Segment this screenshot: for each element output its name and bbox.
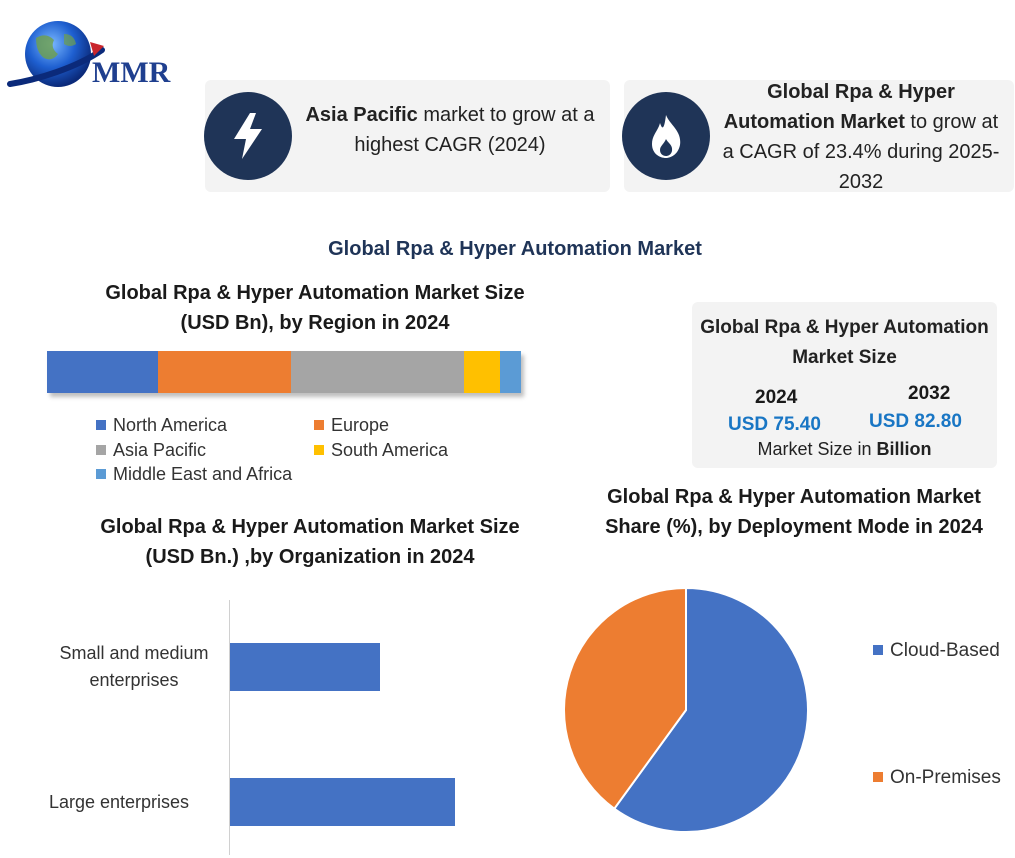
legend-label: Europe — [331, 415, 390, 435]
organization-chart-title: Global Rpa & Hyper Automation Market Siz… — [100, 516, 520, 568]
main-title: Global Rpa & Hyper Automation Market — [328, 238, 702, 260]
organization-bar — [230, 643, 380, 691]
region-bar-segment-0 — [47, 351, 158, 393]
organization-category-label: Small and medium enterprises — [59, 643, 209, 690]
legend-label: Cloud-Based — [890, 640, 1000, 661]
mmr-logo — [7, 21, 105, 87]
card-text: Asia Pacific market to grow at a highest… — [305, 104, 595, 156]
legend-label: Asia Pacific — [113, 440, 207, 460]
logo-text: MMR — [92, 56, 171, 89]
region-legend-item: North America — [96, 415, 227, 436]
deployment-legend-item: On-Premises — [873, 767, 1001, 789]
legend-label: Middle East and Africa — [113, 464, 293, 484]
pie-slice-cloud-based — [612, 586, 809, 833]
pie-slice-on-premises — [563, 586, 687, 811]
region-bar-segment-3 — [464, 351, 501, 393]
info-card-cagr: Global Rpa & Hyper Automation Market to … — [622, 80, 1014, 193]
region-bar-segment-1 — [157, 351, 292, 393]
legend-swatch — [314, 445, 324, 455]
legend-swatch — [873, 772, 883, 782]
value-2032: USD 82.80 — [869, 411, 962, 432]
legend-label: South America — [331, 440, 449, 460]
region-legend-item: South America — [314, 440, 448, 461]
region-chart-title: Global Rpa & Hyper Automation Market Siz… — [105, 282, 525, 334]
region-bar-segment-2 — [291, 351, 465, 393]
card-text: Global Rpa & Hyper Automation Market to … — [722, 81, 1000, 193]
lightning-icon — [204, 92, 292, 180]
size-box-title: Global Rpa & Hyper Automation Market Siz… — [700, 317, 989, 368]
legend-swatch — [96, 469, 106, 479]
legend-swatch — [96, 445, 106, 455]
market-size-box: Global Rpa & Hyper Automation Market Siz… — [692, 302, 997, 468]
legend-swatch — [96, 420, 106, 430]
organization-category-label: Large enterprises — [48, 791, 190, 812]
region-legend-item: Europe — [314, 415, 389, 436]
deployment-pie-chart — [563, 586, 809, 833]
organization-bar — [230, 778, 455, 826]
flame-icon — [622, 92, 710, 180]
year-2032: 2032 — [908, 383, 951, 404]
region-bar-segment-4 — [500, 351, 521, 393]
year-2024: 2024 — [755, 387, 798, 408]
region-legend-item: Middle East and Africa — [96, 464, 292, 485]
region-stacked-bar — [47, 351, 521, 393]
legend-swatch — [873, 645, 883, 655]
region-legend-item: Asia Pacific — [96, 440, 206, 461]
legend-label: North America — [113, 415, 228, 435]
size-note: Market Size in Billion — [757, 439, 932, 459]
deployment-chart-title: Global Rpa & Hyper Automation Market Sha… — [605, 486, 983, 538]
organization-axis — [229, 600, 230, 855]
legend-label: On-Premises — [890, 767, 1001, 788]
info-card-asia-pacific: Asia Pacific market to grow at a highest… — [204, 80, 610, 192]
deployment-legend-item: Cloud-Based — [873, 640, 1000, 662]
value-2024: USD 75.40 — [728, 414, 821, 435]
legend-swatch — [314, 420, 324, 430]
